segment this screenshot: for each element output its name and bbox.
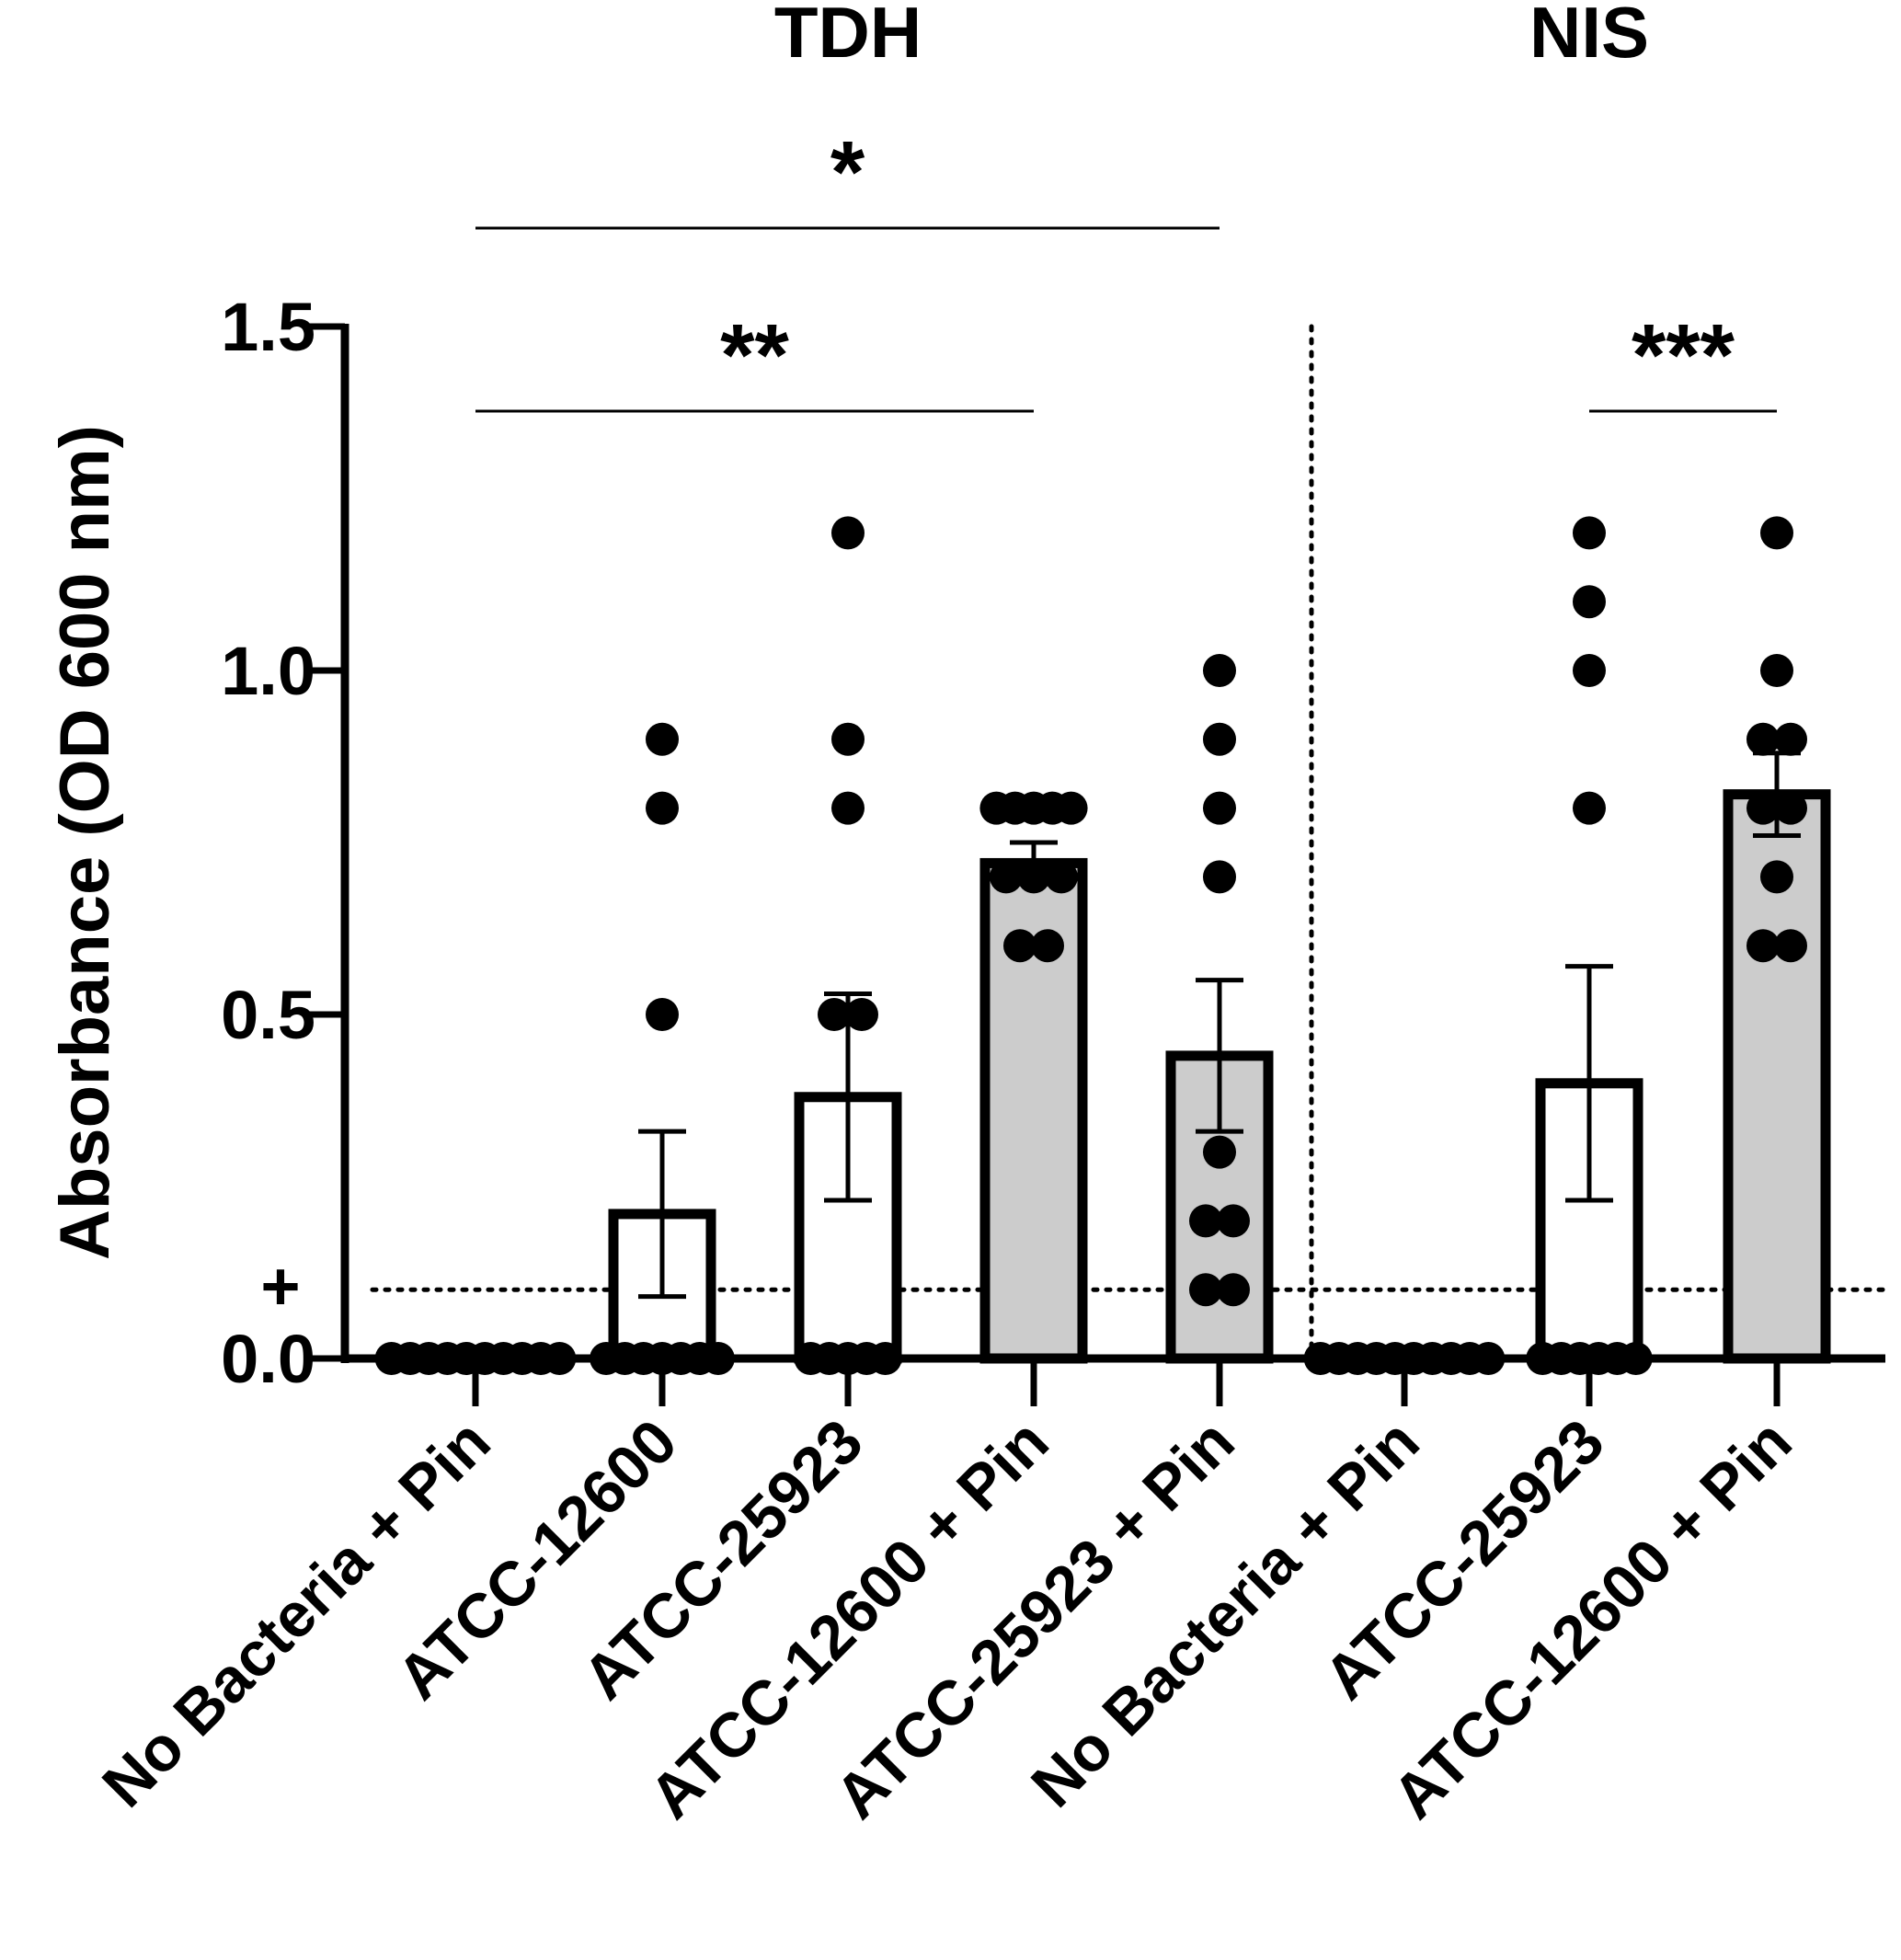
data-point [1203, 1135, 1236, 1169]
data-point [1573, 654, 1606, 687]
data-point [1003, 929, 1036, 963]
y-tick-label: 0.0 [221, 1321, 315, 1397]
significance-label: *** [1632, 306, 1735, 405]
data-point [646, 722, 679, 756]
data-point [1573, 585, 1606, 619]
data-point [1217, 1204, 1250, 1238]
data-point [1774, 929, 1807, 963]
data-point [1031, 929, 1064, 963]
group-title-tdh: TDH [774, 0, 922, 73]
data-point [1760, 860, 1793, 894]
data-point [1203, 860, 1236, 894]
data-point [845, 998, 878, 1031]
significance-label: ** [720, 306, 789, 405]
data-point [1217, 1273, 1250, 1307]
data-point [1203, 791, 1236, 825]
data-point [1203, 654, 1236, 687]
data-point [1746, 791, 1780, 825]
data-point [1203, 722, 1236, 756]
data-point [1760, 516, 1793, 550]
data-point [1054, 791, 1088, 825]
data-point [1573, 516, 1606, 550]
data-point [818, 998, 851, 1031]
data-point [1573, 791, 1606, 825]
data-point [1760, 654, 1793, 687]
data-point [1189, 1204, 1222, 1238]
y-tick-label: 1.0 [221, 633, 315, 709]
data-point [1746, 929, 1780, 963]
data-point [831, 722, 865, 756]
data-point [646, 998, 679, 1031]
data-point [1774, 722, 1807, 756]
y-axis-title: Absorbance (OD 600 nm) [46, 425, 124, 1260]
bar-group-7: ATCC-25923 [1311, 516, 1653, 1713]
data-point [1746, 722, 1780, 756]
threshold-label: + [260, 1248, 300, 1324]
group-title-nis: NIS [1529, 0, 1649, 73]
y-tick-label: 0.5 [221, 977, 315, 1053]
data-point [1774, 791, 1807, 825]
significance-label: * [830, 123, 865, 222]
data-point [831, 791, 865, 825]
data-point [1189, 1273, 1222, 1307]
data-point [831, 516, 865, 550]
bar-group-3: ATCC-25923 [569, 516, 902, 1713]
y-tick-label: 1.5 [221, 289, 315, 365]
data-point [646, 791, 679, 825]
data-point [1045, 860, 1078, 894]
